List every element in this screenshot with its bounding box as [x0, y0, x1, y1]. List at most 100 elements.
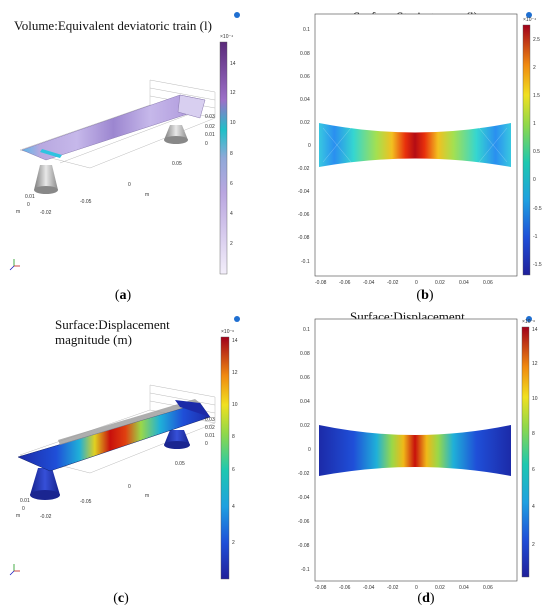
svg-text:0.01: 0.01 [205, 433, 215, 439]
svg-text:10: 10 [232, 402, 238, 408]
svg-text:6: 6 [532, 467, 535, 473]
svg-text:-0.06: -0.06 [339, 280, 351, 286]
svg-text:0: 0 [205, 441, 208, 447]
panel-c: Surface:Displacement magnitude (m) 0.03 … [0, 305, 275, 611]
svg-text:8: 8 [232, 434, 235, 440]
svg-text:0: 0 [533, 177, 536, 183]
svg-text:-0.04: -0.04 [298, 189, 310, 195]
panel-a: Volume:Equivalent deviatoric train (l) 0… [0, 0, 275, 305]
svg-text:0: 0 [27, 202, 30, 208]
svg-text:-0.06: -0.06 [298, 519, 310, 525]
svg-text:14: 14 [232, 338, 238, 344]
svg-text:0.02: 0.02 [300, 423, 310, 429]
svg-text:-0.06: -0.06 [298, 212, 310, 218]
svg-text:1.5: 1.5 [533, 93, 540, 99]
svg-text:6: 6 [230, 181, 233, 187]
svg-text:2.5: 2.5 [533, 37, 540, 43]
svg-text:12: 12 [532, 361, 538, 367]
svg-text:10: 10 [532, 396, 538, 402]
svg-text:0: 0 [308, 447, 311, 453]
svg-text:m: m [16, 513, 20, 519]
svg-text:0: 0 [205, 141, 208, 147]
svg-text:-0.02: -0.02 [298, 471, 310, 477]
panel-a-caption-letter: a [119, 288, 127, 303]
svg-text:0.03: 0.03 [205, 417, 215, 423]
svg-text:0: 0 [22, 506, 25, 512]
panel-d-2d-plot: 0.1 0.08 0.06 0.04 0.02 0 -0.02 -0.04 -0… [298, 318, 538, 591]
svg-text:-0.05: -0.05 [80, 199, 92, 205]
svg-text:0.06: 0.06 [300, 375, 310, 381]
svg-text:0.04: 0.04 [459, 585, 469, 591]
svg-text:-0.08: -0.08 [298, 235, 310, 241]
svg-text:0: 0 [128, 484, 131, 490]
panel-a-title: Volume:Equivalent deviatoric train (l) [14, 18, 212, 33]
svg-text:0: 0 [308, 143, 311, 149]
svg-text:4: 4 [532, 504, 535, 510]
svg-text:12: 12 [230, 90, 236, 96]
svg-text:1: 1 [533, 121, 536, 127]
comsol-logo-icon [234, 316, 240, 322]
svg-text:-0.06: -0.06 [339, 585, 351, 591]
svg-text:m: m [145, 493, 149, 499]
svg-text:0.01: 0.01 [20, 498, 30, 504]
svg-text:2: 2 [533, 65, 536, 71]
panel-d: Surface:Displacement magnitude (m) 0.1 0… [275, 305, 550, 611]
svg-text:12: 12 [232, 370, 238, 376]
svg-text:0.5: 0.5 [533, 149, 540, 155]
svg-text:-0.05: -0.05 [80, 499, 92, 505]
panel-b-caption: (b) [416, 288, 434, 303]
svg-text:0: 0 [128, 182, 131, 188]
svg-text:0.02: 0.02 [205, 425, 215, 431]
svg-text:6: 6 [232, 467, 235, 473]
svg-text:-0.5: -0.5 [533, 206, 542, 212]
svg-text:0.03: 0.03 [205, 114, 215, 120]
svg-text:×10⁻⁴: ×10⁻⁴ [220, 34, 233, 40]
svg-text:2: 2 [232, 540, 235, 546]
svg-text:-0.08: -0.08 [298, 543, 310, 549]
panel-d-caption-letter: d [422, 591, 430, 606]
panel-b-2d-plot: 0.1 0.08 0.06 0.04 0.02 0 -0.02 -0.04 -0… [298, 13, 542, 286]
svg-text:0.08: 0.08 [300, 51, 310, 57]
comsol-logo-icon [526, 316, 532, 322]
svg-text:0.02: 0.02 [435, 280, 445, 286]
svg-text:-0.02: -0.02 [298, 166, 310, 172]
svg-text:-0.08: -0.08 [315, 585, 327, 591]
panel-d-caption: (d) [417, 591, 435, 606]
svg-text:8: 8 [230, 151, 233, 157]
svg-text:-0.02: -0.02 [387, 585, 399, 591]
svg-text:0.01: 0.01 [25, 194, 35, 200]
svg-text:0.1: 0.1 [303, 27, 310, 33]
svg-text:-0.1: -0.1 [301, 259, 310, 265]
svg-text:-0.04: -0.04 [363, 280, 375, 286]
svg-text:0.06: 0.06 [483, 280, 493, 286]
svg-text:-0.04: -0.04 [363, 585, 375, 591]
svg-text:m: m [145, 192, 149, 198]
panel-c-caption: (c) [113, 591, 129, 606]
svg-text:14: 14 [532, 327, 538, 333]
comsol-logo-icon [234, 12, 240, 18]
svg-text:14: 14 [230, 61, 236, 67]
svg-text:-0.02: -0.02 [40, 514, 52, 520]
panel-b-caption-letter: b [421, 288, 429, 303]
svg-text:0.05: 0.05 [175, 461, 185, 467]
svg-text:×10⁻⁶: ×10⁻⁶ [522, 319, 535, 325]
svg-text:×10⁻⁶: ×10⁻⁶ [221, 329, 234, 335]
svg-text:0.04: 0.04 [300, 399, 310, 405]
svg-text:2: 2 [230, 241, 233, 247]
svg-text:0.02: 0.02 [205, 124, 215, 130]
panel-b: Surface:Strain tensor (l) 0.1 0.08 0.06 … [275, 0, 550, 305]
svg-text:m: m [16, 209, 20, 215]
svg-text:2: 2 [532, 542, 535, 548]
svg-text:4: 4 [232, 504, 235, 510]
svg-text:0.1: 0.1 [303, 327, 310, 333]
svg-text:4: 4 [230, 211, 233, 217]
svg-text:0.04: 0.04 [300, 97, 310, 103]
svg-text:-0.04: -0.04 [298, 495, 310, 501]
svg-text:0.01: 0.01 [205, 132, 215, 138]
svg-text:-1: -1 [533, 234, 538, 240]
panel-c-title: Surface:Displacement magnitude (m) [55, 317, 170, 347]
panel-c-caption-letter: c [117, 591, 125, 606]
svg-text:0.08: 0.08 [300, 351, 310, 357]
svg-text:×10⁻⁴: ×10⁻⁴ [523, 17, 536, 23]
svg-text:0.04: 0.04 [459, 280, 469, 286]
